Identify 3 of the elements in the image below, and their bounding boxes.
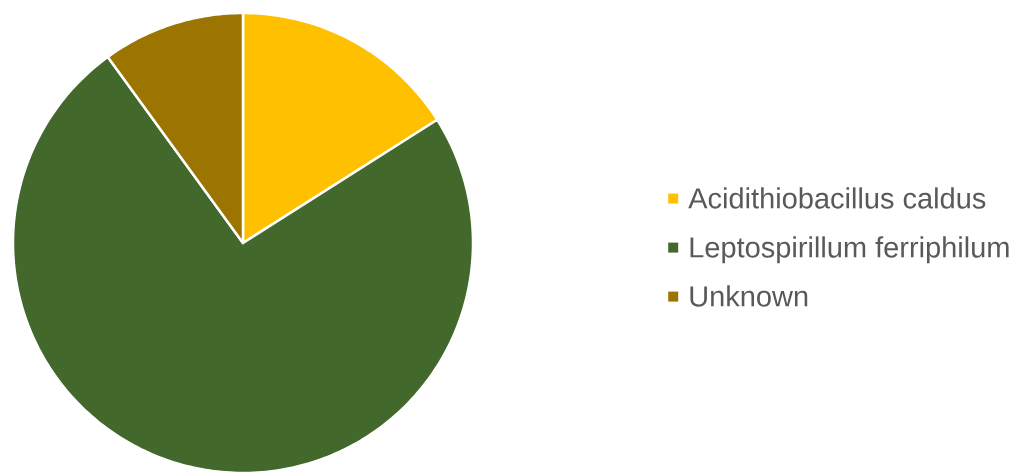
legend-label: Unknown xyxy=(690,285,808,307)
legend-label: Acidithiobacillus caldus xyxy=(688,187,986,209)
legend-label: Leptospirillum ferriphilum xyxy=(690,236,1009,264)
